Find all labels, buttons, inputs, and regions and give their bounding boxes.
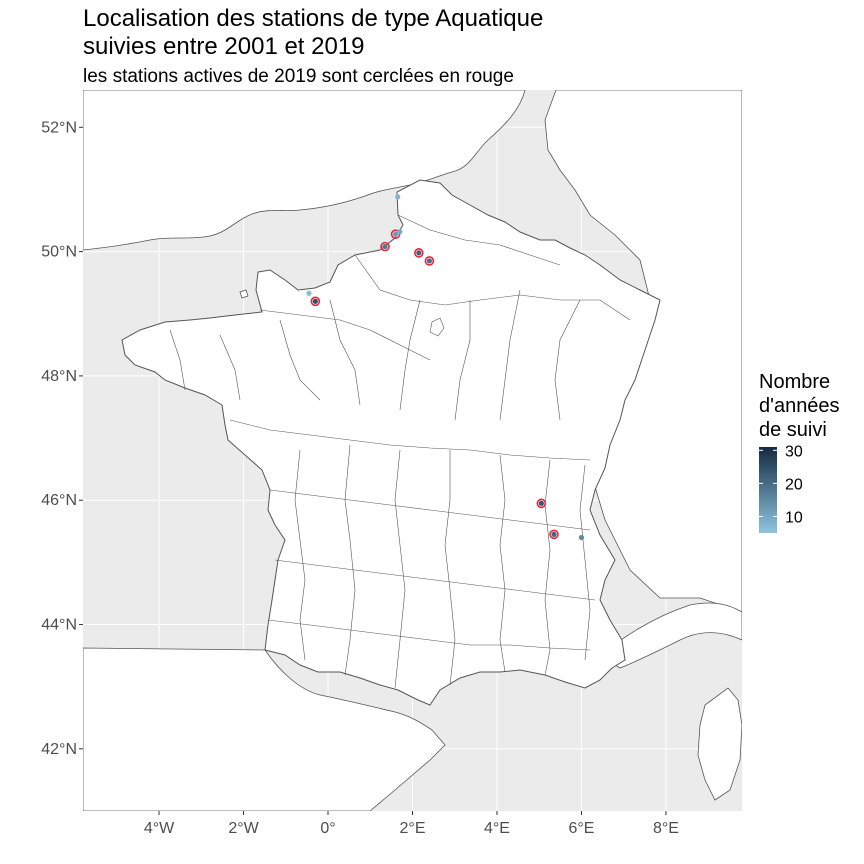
y-tick-label: 44°N bbox=[41, 617, 77, 634]
y-tick-label: 50°N bbox=[41, 244, 77, 261]
active-station-ring bbox=[536, 498, 547, 509]
legend-ticks: 30 20 10 bbox=[759, 443, 803, 526]
map-title-line2: suivies entre 2001 et 2019 bbox=[83, 33, 365, 60]
active-station-ring bbox=[414, 248, 424, 258]
channel-island bbox=[239, 289, 249, 299]
map-subtitle: les stations actives de 2019 sont cerclé… bbox=[83, 66, 514, 87]
y-axis: 52°N 50°N 48°N 46°N 44°N 42°N bbox=[41, 119, 83, 758]
legend-tick-label: 10 bbox=[785, 509, 803, 526]
france-landmass bbox=[121, 179, 661, 706]
legend-title-line1: Nombre bbox=[759, 371, 830, 393]
x-tick-label: 4°W bbox=[144, 820, 175, 837]
station-point bbox=[393, 231, 399, 237]
x-axis: 4°W 2°W 0° 2°E 4°E 6°E 8°E bbox=[144, 811, 679, 837]
station-point bbox=[578, 534, 585, 541]
x-tick-label: 2°E bbox=[400, 820, 426, 837]
y-tick-label: 42°N bbox=[41, 741, 77, 758]
x-tick-label: 2°W bbox=[228, 820, 259, 837]
legend-tick-label: 20 bbox=[785, 476, 803, 493]
italy-landmass bbox=[599, 602, 742, 669]
active-station-ring bbox=[424, 256, 435, 266]
active-station-ring bbox=[380, 241, 390, 252]
x-tick-label: 0° bbox=[320, 820, 335, 837]
land-layer bbox=[83, 90, 742, 811]
station-layer bbox=[306, 194, 585, 541]
x-tick-label: 4°E bbox=[484, 820, 510, 837]
neighbor-land-south bbox=[83, 647, 446, 811]
station-point bbox=[538, 500, 544, 506]
x-tick-label: 6°E bbox=[568, 820, 594, 837]
map-title-line1: Localisation des stations de type Aquati… bbox=[83, 5, 544, 32]
active-station-ring bbox=[549, 529, 559, 540]
active-station-ring bbox=[310, 296, 321, 307]
legend: Nombre d'années de suivi 30 20 10 bbox=[759, 371, 840, 533]
station-point bbox=[551, 531, 557, 538]
station-point bbox=[382, 244, 388, 250]
y-tick-label: 46°N bbox=[41, 492, 77, 509]
title-block: Localisation des stations de type Aquati… bbox=[83, 5, 543, 89]
x-tick-label: 8°E bbox=[653, 820, 679, 837]
station-point bbox=[395, 194, 401, 200]
station-point bbox=[426, 258, 432, 264]
england-landmass bbox=[83, 90, 526, 251]
legend-title-line2: d'années bbox=[759, 395, 840, 417]
corsica bbox=[697, 687, 742, 801]
station-point bbox=[312, 298, 318, 304]
legend-title-line3: de suivi bbox=[759, 419, 827, 441]
station-point bbox=[306, 290, 312, 296]
y-tick-label: 48°N bbox=[41, 368, 77, 385]
y-tick-label: 52°N bbox=[41, 119, 77, 136]
legend-colorbar bbox=[759, 447, 777, 533]
legend-tick-label: 30 bbox=[785, 443, 803, 460]
station-point bbox=[397, 229, 403, 235]
station-point bbox=[416, 250, 422, 256]
department-boundaries bbox=[169, 214, 631, 689]
